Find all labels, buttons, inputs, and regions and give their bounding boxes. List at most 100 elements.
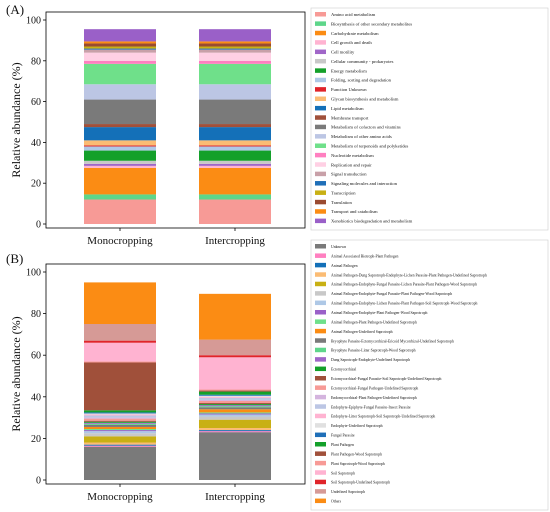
legend-swatch bbox=[315, 253, 326, 258]
legend-swatch bbox=[315, 105, 326, 111]
legend-label: Animal Pathogen-Plant Pathogen-Undefined… bbox=[331, 320, 417, 324]
bar-segment bbox=[84, 140, 156, 146]
legend-label: Soil Saprotroph-Undefined Saprotroph bbox=[331, 481, 390, 485]
legend-swatch bbox=[315, 152, 326, 158]
legend-label: Translation bbox=[331, 200, 352, 205]
legend-swatch bbox=[315, 310, 326, 315]
legend-swatch bbox=[315, 404, 326, 409]
bar-segment bbox=[199, 60, 271, 64]
bar-segment bbox=[199, 43, 271, 47]
y-tick-label: 100 bbox=[26, 268, 41, 279]
legend-swatch bbox=[315, 171, 326, 177]
legend-label: Animal Pathogen bbox=[331, 264, 358, 268]
bar-segment bbox=[84, 60, 156, 64]
bar-segment bbox=[84, 145, 156, 147]
legend-swatch bbox=[315, 338, 326, 343]
legend-swatch bbox=[315, 300, 326, 306]
bar-segment bbox=[199, 399, 271, 401]
legend-swatch bbox=[315, 432, 326, 438]
legend-label: Ectomycorrhizal-Fungal Pathogen-Undefine… bbox=[331, 386, 418, 390]
bar-segment bbox=[199, 49, 271, 53]
bar-segment bbox=[84, 49, 156, 53]
legend-swatch bbox=[315, 281, 326, 287]
legend-label: Nucleotide metabolism bbox=[331, 153, 374, 158]
panel-label: (B) bbox=[6, 251, 23, 266]
bar-segment bbox=[199, 412, 271, 414]
bar-segment bbox=[199, 404, 271, 406]
bar-segment bbox=[84, 324, 156, 341]
legend-label: Energy metabolism bbox=[331, 68, 367, 73]
legend-swatch bbox=[315, 394, 326, 400]
bar-segment bbox=[84, 361, 156, 363]
y-tick-label: 20 bbox=[31, 434, 41, 445]
bar-segment bbox=[199, 406, 271, 408]
legend-swatch bbox=[315, 190, 326, 195]
bar-segment bbox=[199, 357, 271, 390]
legend-swatch bbox=[315, 262, 326, 268]
bar-segment bbox=[84, 124, 156, 128]
legend-label: Biosynthesis of other secondary metaboli… bbox=[331, 21, 412, 26]
bar-segment bbox=[199, 127, 271, 141]
bar-segment bbox=[199, 199, 271, 224]
legend-swatch bbox=[315, 498, 326, 504]
y-tick-label: 0 bbox=[36, 476, 41, 487]
bar-segment bbox=[84, 165, 156, 168]
legend-box bbox=[310, 239, 549, 511]
x-tick-label: Intercropping bbox=[205, 491, 265, 503]
y-axis-label: Relative abundance (%) bbox=[9, 62, 23, 177]
legend-label: Animal Pathogen-Undefined Saprotroph bbox=[331, 330, 393, 334]
chart-panel-2: (B) 0 20 40 60 80 100 Relative abundance (%) Mon… bbox=[6, 239, 549, 511]
legend-label: Metabolism of terpenoids and polyketides bbox=[331, 143, 409, 148]
legend-label: Function Unknown bbox=[331, 87, 367, 92]
bar-segment bbox=[84, 417, 156, 419]
bar-segment bbox=[199, 163, 271, 166]
bar-segment bbox=[84, 436, 156, 443]
legend-swatch bbox=[315, 68, 326, 73]
bar-segment bbox=[199, 63, 271, 85]
bar-segment bbox=[199, 52, 271, 61]
y-tick-label: 40 bbox=[31, 392, 41, 403]
legend-label: Carbohydrate metabolism bbox=[331, 31, 379, 36]
bar-segment bbox=[84, 99, 156, 125]
chart-panel-1: (A) 0 20 40 60 80 100 Relative abundance (%) Mon… bbox=[6, 2, 549, 247]
legend-swatch bbox=[315, 21, 326, 26]
legend-label: Bryophyte Parasite-Ectomycorrhizal-Erico… bbox=[331, 339, 454, 343]
legend-label: Glycan biosynthesis and metabolism bbox=[331, 97, 399, 102]
x-tick-label: Intercropping bbox=[205, 235, 265, 247]
legend-label: Cell growth and death bbox=[331, 40, 372, 45]
bar-segment bbox=[199, 394, 271, 396]
legend-swatch bbox=[315, 58, 326, 64]
bar-segment bbox=[84, 160, 156, 164]
legend-label: Cell motility bbox=[331, 50, 355, 55]
legend-swatch bbox=[315, 30, 326, 36]
legend-swatch bbox=[315, 162, 326, 167]
legend-label: Plant Saprotroph-Wood Saprotroph bbox=[331, 462, 385, 466]
bar-segment bbox=[84, 41, 156, 44]
bar-segment bbox=[199, 84, 271, 100]
legend-swatch bbox=[315, 442, 326, 447]
legend-label: Endophyte-Epiphyte-Fungal Parasite-Insec… bbox=[331, 405, 411, 409]
bar-segment bbox=[199, 194, 271, 200]
legend-swatch bbox=[315, 357, 326, 362]
bar-segment bbox=[84, 282, 156, 324]
legend-label: Lipid metabolism bbox=[331, 106, 364, 111]
bar-segment bbox=[84, 43, 156, 47]
legend-label: Signal transduction bbox=[331, 172, 367, 177]
bar-segment bbox=[199, 403, 271, 405]
bar-segment bbox=[199, 414, 271, 417]
bar-segment bbox=[84, 442, 156, 445]
bar-segment bbox=[199, 146, 271, 151]
bar-segment bbox=[199, 409, 271, 413]
bar-segment bbox=[84, 446, 156, 480]
bar-segment bbox=[84, 420, 156, 422]
bar-segment bbox=[84, 424, 156, 427]
legend-label: Animal Pathogen-Endophyte-Fungal Parasit… bbox=[331, 292, 452, 296]
legend-swatch bbox=[315, 77, 326, 83]
bar-segment bbox=[84, 29, 156, 42]
bar-segment bbox=[199, 165, 271, 168]
legend-label: Plant Pathogen-Wood Saprotroph bbox=[331, 452, 382, 456]
legend-swatch bbox=[315, 291, 326, 296]
y-tick-label: 100 bbox=[26, 16, 41, 27]
legend-swatch bbox=[315, 87, 326, 92]
